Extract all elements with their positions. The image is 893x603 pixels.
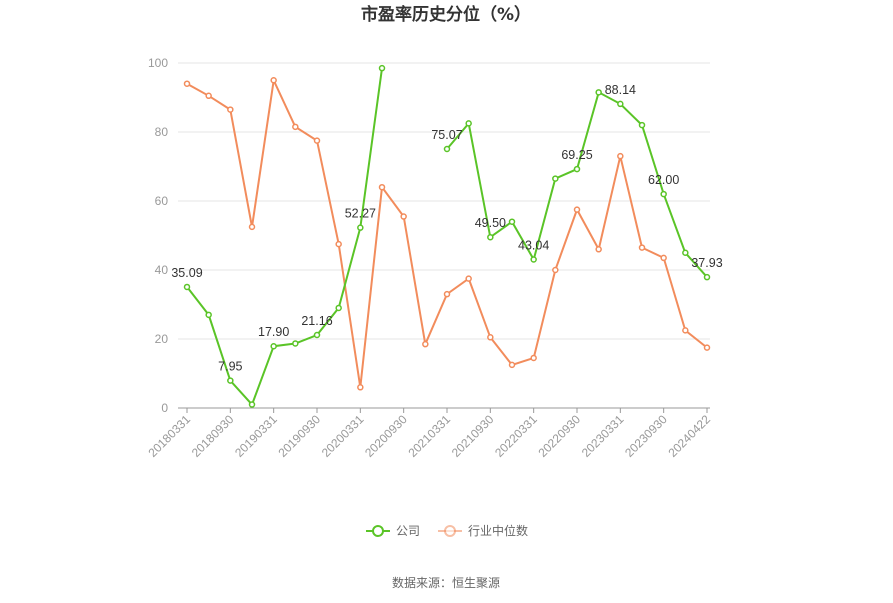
legend[interactable]: 公司 行业中位数 — [366, 523, 528, 538]
data-label: 37.93 — [691, 256, 722, 270]
data-point — [530, 354, 537, 362]
data-point — [660, 190, 667, 198]
y-tick-label: 60 — [155, 194, 169, 208]
x-tick-label: 20210930 — [449, 412, 497, 460]
y-tick-label: 40 — [155, 263, 169, 277]
data-label: 88.14 — [605, 83, 636, 97]
x-tick-label: 20180331 — [145, 412, 193, 460]
data-point — [270, 77, 277, 84]
data-point — [617, 152, 624, 160]
data-point — [335, 240, 342, 248]
data-label: 75.07 — [431, 128, 462, 142]
data-point — [573, 165, 581, 173]
data-point — [357, 384, 364, 391]
data-point — [465, 120, 472, 127]
data-point — [530, 256, 537, 263]
data-label: 52.27 — [345, 207, 376, 221]
data-point — [183, 283, 191, 291]
data-label: 49.50 — [475, 216, 506, 230]
data-point — [508, 361, 516, 369]
data-label: 43.04 — [518, 239, 549, 253]
series-line — [186, 76, 708, 388]
data-label: 17.90 — [258, 325, 289, 339]
data-point — [595, 246, 602, 253]
data-point — [183, 80, 191, 87]
y-tick-label: 100 — [148, 56, 168, 70]
data-label: 35.09 — [171, 266, 202, 280]
y-tick-label: 0 — [161, 401, 168, 415]
source-note: 数据来源：恒生聚源 — [392, 575, 500, 590]
data-label: 69.25 — [561, 148, 592, 162]
data-point — [552, 175, 559, 182]
data-point — [552, 266, 559, 274]
y-tick-label: 80 — [155, 125, 169, 139]
x-tick-label: 20230331 — [579, 412, 627, 460]
legend-label: 公司 — [396, 524, 420, 538]
series-layer — [183, 64, 711, 408]
data-point — [335, 304, 342, 312]
data-point — [270, 342, 277, 350]
x-tick-label: 20220331 — [492, 412, 540, 460]
data-point — [638, 244, 646, 251]
data-point — [227, 377, 234, 384]
data-point — [682, 327, 689, 334]
data-point — [205, 311, 212, 319]
data-point — [487, 334, 494, 341]
data-point — [248, 401, 256, 408]
legend-item[interactable]: 公司 — [366, 524, 420, 538]
x-tick-label: 20220930 — [535, 412, 583, 460]
data-point — [508, 218, 516, 225]
data-point — [443, 145, 451, 153]
data-point — [638, 121, 646, 129]
data-point — [313, 331, 321, 339]
data-point — [378, 64, 386, 72]
data-point — [292, 340, 299, 347]
data-point — [313, 137, 321, 144]
x-tick-label: 20200331 — [319, 412, 367, 460]
x-tick-label: 20230930 — [622, 412, 670, 460]
data-point — [660, 254, 667, 262]
x-tick-label: 20200930 — [362, 412, 410, 460]
data-point — [682, 249, 689, 256]
data-point — [422, 340, 429, 348]
data-point — [357, 224, 364, 231]
x-tick-label: 20190930 — [275, 412, 323, 460]
data-point — [400, 213, 407, 220]
x-tick-label: 20180930 — [189, 412, 237, 460]
data-label: 7.95 — [218, 360, 242, 374]
data-label: 62.00 — [648, 173, 679, 187]
data-point — [292, 123, 299, 131]
x-tick-label: 20240422 — [665, 412, 713, 460]
data-point — [617, 100, 624, 108]
data-labels: 35.09 7.95 17.90 21.16 52.27 75.07 49.50 43.04 6… — [171, 83, 722, 374]
x-tick-label: 20210331 — [405, 412, 453, 460]
y-tick-label: 20 — [155, 332, 169, 346]
data-point — [378, 183, 386, 191]
x-tick-label: 20190331 — [232, 412, 280, 460]
data-point — [227, 106, 234, 113]
data-label: 21.16 — [301, 314, 332, 328]
legend-label: 行业中位数 — [468, 523, 528, 538]
chart-title: 市盈率历史分位（%） — [361, 4, 531, 25]
data-point — [595, 89, 602, 96]
legend-swatch-marker — [444, 525, 456, 537]
data-point — [703, 273, 711, 281]
data-point — [703, 344, 711, 351]
legend-item[interactable]: 行业中位数 — [438, 523, 528, 538]
data-point — [248, 223, 256, 231]
series-line — [186, 68, 708, 407]
data-point — [443, 290, 451, 298]
data-point — [573, 206, 581, 213]
data-point — [205, 92, 212, 100]
data-point — [487, 233, 494, 241]
legend-swatch-marker — [372, 525, 384, 537]
data-point — [465, 275, 472, 282]
